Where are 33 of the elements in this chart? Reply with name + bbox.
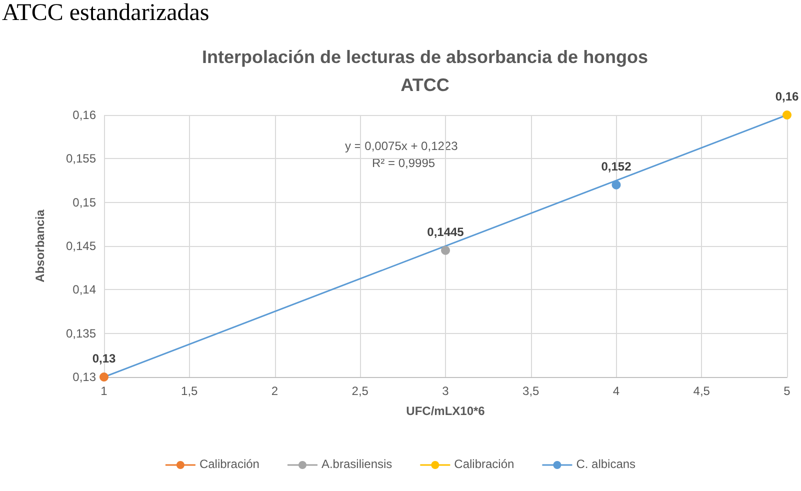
x-tick-label: 1,5 [181,384,198,398]
x-tick-label: 3 [442,384,450,398]
x-axis-title: UFC/mLX10*6 [406,404,486,418]
point [100,372,108,382]
text: ATCC estandarizadas [2,0,210,26]
point [612,180,621,190]
data-label: 0,1445 [427,224,464,239]
point [441,246,450,255]
y-tick-label: 0,16 [72,108,96,122]
y-tick-label: 0,155 [66,152,96,166]
x-tick-label: 2,5 [352,384,369,398]
data-label: 0,152 [601,159,632,174]
chart-title: Interpolación de lecturas de absorbancia de hongos ATCC [202,47,648,95]
x-tick-label: 4 [612,384,620,398]
annotation: R² = 0,9995 [372,156,436,170]
x-tick-label: 1 [100,384,108,398]
x-tick-label: 4,5 [693,384,710,398]
x-tick-label: 2 [271,384,278,398]
y-tick-label: 0,13 [72,370,96,384]
y-tick-label: 0,15 [72,195,96,210]
y-axis-title: Absorbancia [33,209,47,282]
legend-label: C. albicans [576,457,636,471]
x-tick-label: 3,5 [522,384,540,398]
point [782,110,792,120]
y-tick-label: 0,135 [66,326,96,340]
y-tick-label: 0,14 [72,282,96,297]
legend-label: A.brasiliensis [321,457,392,471]
x-tick-label: 5 [784,384,791,398]
y-tick-label: 0,145 [66,239,96,253]
legend-label: Calibración [454,457,514,471]
legend-label: Calibración [199,457,260,471]
data-label: 0,13 [92,352,116,366]
data-label: 0,16 [775,90,799,104]
